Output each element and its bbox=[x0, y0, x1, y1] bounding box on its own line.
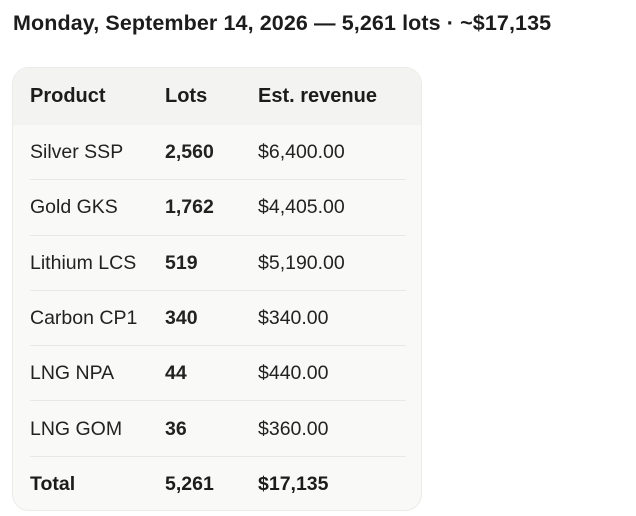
lots-cell: 340 bbox=[165, 307, 198, 330]
column-header-revenue: Est. revenue bbox=[258, 85, 377, 107]
total-label-cell: Total bbox=[30, 472, 76, 495]
table-row: Lithium LCS 519 $5,190.00 bbox=[13, 235, 421, 291]
revenue-cell: $5,190.00 bbox=[258, 251, 345, 274]
daily-summary-heading: Monday, September 14, 2026 — 5,261 lots … bbox=[13, 11, 552, 35]
product-cell: Carbon CP1 bbox=[30, 307, 138, 330]
table-row: LNG NPA 44 $440.00 bbox=[13, 346, 421, 402]
revenue-cell: $6,400.00 bbox=[258, 141, 345, 164]
revenue-cell: $440.00 bbox=[258, 362, 329, 385]
revenue-cell: $4,405.00 bbox=[258, 196, 345, 219]
lots-cell: 36 bbox=[165, 417, 187, 440]
table-header-row: Product Lots Est. revenue bbox=[13, 68, 421, 125]
table-row: LNG GOM 36 $360.00 bbox=[13, 401, 421, 457]
table-header: Product Lots Est. revenue bbox=[13, 68, 421, 125]
table-row: Carbon CP1 340 $340.00 bbox=[13, 290, 421, 347]
revenue-cell: $360.00 bbox=[258, 417, 329, 440]
column-header-product: Product bbox=[30, 85, 106, 107]
product-cell: Gold GKS bbox=[30, 196, 118, 219]
column-header-lots: Lots bbox=[165, 85, 208, 107]
table-row: Gold GKS 1,762 $4,405.00 bbox=[13, 180, 421, 236]
total-revenue-cell: $17,135 bbox=[258, 472, 329, 495]
lots-cell: 44 bbox=[165, 362, 187, 385]
table-body: Silver SSP 2,560 $6,400.00 Gold GKS 1,76… bbox=[13, 125, 421, 510]
table-row: Silver SSP 2,560 $6,400.00 bbox=[13, 125, 421, 181]
lots-cell: 2,560 bbox=[165, 141, 214, 164]
lots-cell: 1,762 bbox=[165, 196, 214, 219]
revenue-cell: $340.00 bbox=[258, 307, 329, 330]
product-revenue-table-card: Product Lots Est. revenue Silver SSP 2,5… bbox=[12, 67, 422, 511]
product-cell: LNG NPA bbox=[30, 362, 115, 385]
lots-cell: 519 bbox=[165, 251, 198, 274]
product-revenue-table: Product Lots Est. revenue Silver SSP 2,5… bbox=[13, 68, 421, 510]
total-lots-cell: 5,261 bbox=[165, 472, 214, 495]
product-cell: LNG GOM bbox=[30, 417, 123, 440]
product-cell: Lithium LCS bbox=[30, 251, 137, 274]
product-cell: Silver SSP bbox=[30, 141, 124, 164]
total-row: Total 5,261 $17,135 bbox=[13, 457, 421, 510]
